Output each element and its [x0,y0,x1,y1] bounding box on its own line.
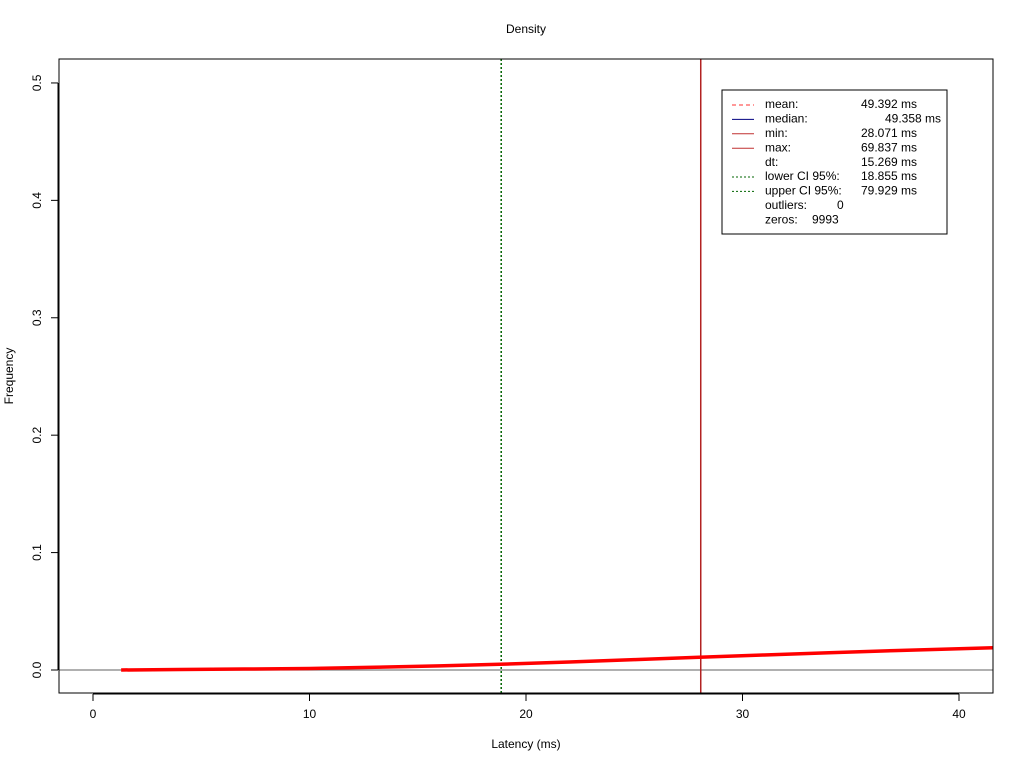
legend-value: 79.929 ms [861,184,917,198]
legend-label: min: [765,126,788,140]
chart-title: Density [506,22,546,36]
legend-value: 49.392 ms [861,97,917,111]
legend-box [721,89,948,235]
legend-label: mean: [765,97,798,111]
y-tick-label: 0.1 [30,544,44,561]
legend-label: dt: [765,155,778,169]
legend-value: 18.855 ms [861,169,917,183]
density-line [121,645,993,672]
legend-label: zeros: [765,212,798,226]
y-tick-label: 0.2 [30,427,44,444]
y-tick-label: 0.4 [30,192,44,209]
x-tick-label: 30 [736,707,750,721]
legend-label: lower CI 95%: [765,169,840,183]
y-tick-label: 0.3 [30,309,44,326]
legend-value: 69.837 ms [861,140,917,154]
x-tick-label: 40 [952,707,966,721]
legend-value: 9993 [812,212,839,226]
legend-label: outliers: [765,198,807,212]
legend-label: max: [765,140,791,154]
legend-value: 28.071 ms [861,126,917,140]
x-tick-label: 10 [303,707,317,721]
plot-area [59,59,993,693]
y-tick-label: 0.0 [30,661,44,678]
legend-label: median: [765,112,808,126]
x-tick-label: 0 [90,707,97,721]
legend-value: 0 [837,198,844,212]
legend-value: 15.269 ms [861,155,917,169]
legend-label: upper CI 95%: [765,184,842,198]
y-axis-label: Frequency [2,348,16,405]
y-tick-label: 0.5 [30,74,44,91]
legend-value: 49.358 ms [885,112,941,126]
plot-frame [58,58,994,694]
x-axis-label: Latency (ms) [491,737,560,751]
x-tick-label: 20 [519,707,533,721]
legend: mean: 49.392 ms median: 49.358 ms min: 28.071… [721,89,948,235]
